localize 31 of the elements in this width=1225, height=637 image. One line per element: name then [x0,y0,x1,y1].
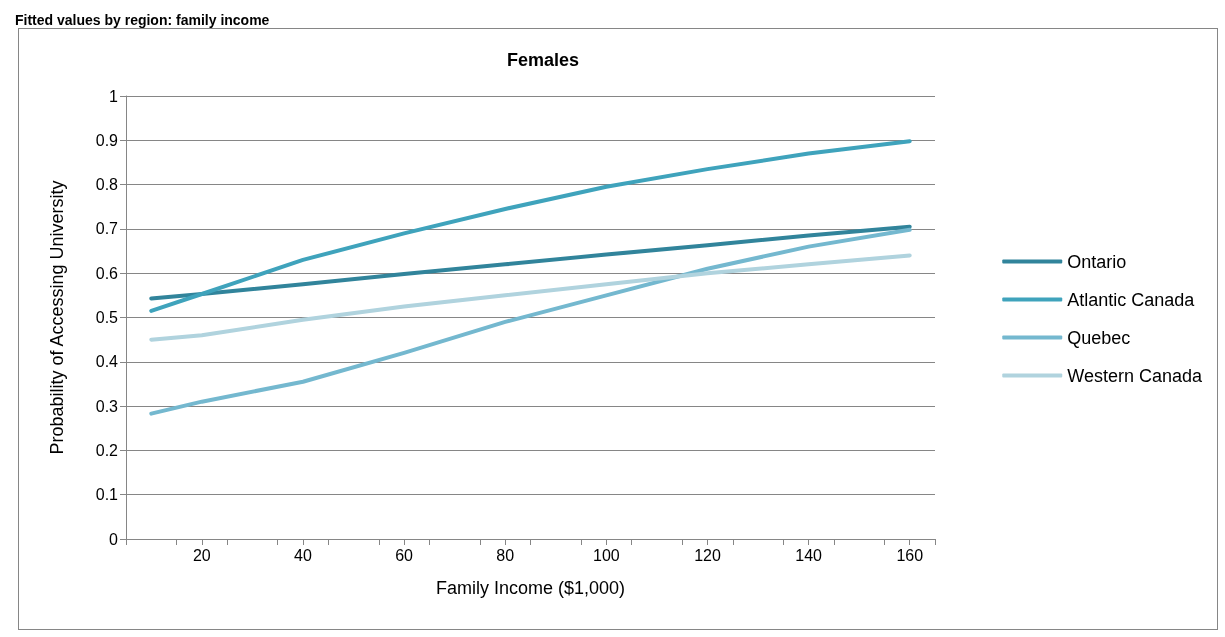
line-series [149,227,912,416]
y-tick-label: 0.6 [95,264,119,282]
y-tick-label: 0.2 [95,441,119,459]
legend-label: Atlantic Canada [1067,289,1196,310]
y-tick-label: 0.4 [95,353,119,371]
x-axis-title: Family Income ($1,000) [435,578,626,598]
line-series [149,253,912,342]
y-tick-label: 0.1 [95,486,119,504]
y-tick-label: 0.7 [95,220,119,238]
y-axis-title: Probability of Accessing University [47,180,67,455]
line-series [149,139,912,313]
y-tick-label: 0.9 [95,131,119,149]
y-tick-label: 1 [109,87,119,105]
legend-label: Quebec [1067,327,1131,348]
x-tick-label: 20 [192,546,211,564]
legend-label: Western Canada [1067,365,1203,386]
x-tick-label: 40 [294,546,312,564]
y-tick-label: 0.5 [95,309,119,326]
chart-title: Fitted values by region: family income [15,12,270,28]
chart-subtitle: Females [506,50,580,70]
legend-label: Ontario [1067,251,1127,272]
x-tick-label: 100 [592,546,620,564]
x-tick-label: 120 [694,546,721,564]
x-tick-label: 60 [395,546,414,564]
y-tick-label: 0.8 [95,176,119,194]
y-tick-label: 0 [109,530,119,548]
line-series [149,224,912,301]
x-tick-label: 140 [795,546,823,564]
x-tick-label: 160 [896,546,924,564]
x-tick-label: 80 [496,546,515,564]
y-tick-label: 0.3 [95,397,119,415]
